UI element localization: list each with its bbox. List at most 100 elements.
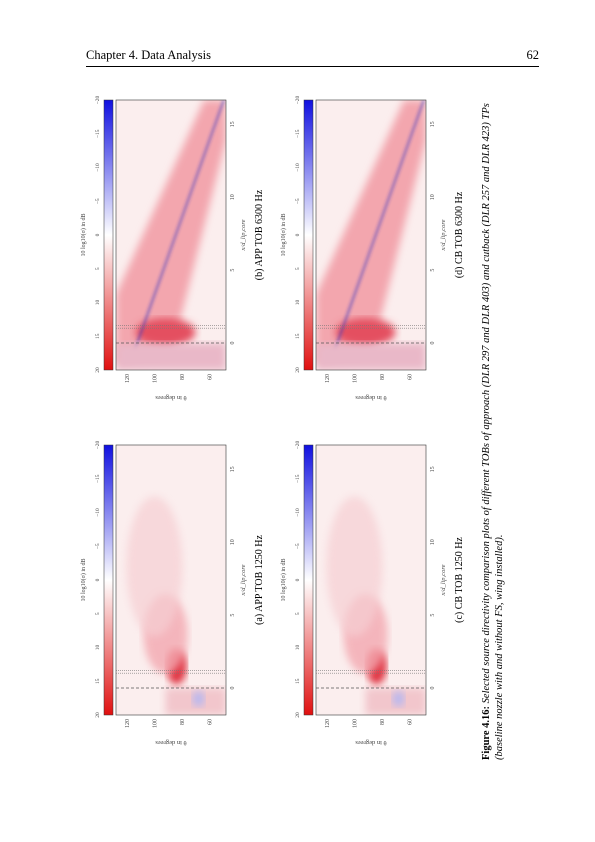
red-diagonal [316,100,426,365]
colorbar-label: 10 log10(σ) in dB [80,213,87,256]
panel-label: (b) APP TOB 6300 Hz [254,189,265,280]
colorbar [103,444,114,716]
colorbar-tick-label: 0 [95,233,101,236]
colorbar-tick-label: −20 [295,95,301,104]
colorbar-tick-label: −10 [295,508,301,517]
y-tick-label: 120 [125,719,131,728]
x-axis-label: x/d_lip,core [440,564,447,596]
plot-frame [315,444,427,716]
colorbar-tick-label: −15 [295,474,301,483]
colorbar [303,444,314,716]
y-tick-label: 100 [353,719,359,728]
colorbar-tick-label: −15 [295,129,301,138]
colorbar-tick-label: 20 [95,367,101,373]
y-tick-label: 100 [353,374,359,383]
y-tick-label: 120 [325,719,331,728]
x-tick-label: 5 [430,614,436,617]
colorbar-label: 10 log10(σ) in dB [280,558,287,601]
colorbar-tick-label: 15 [95,678,101,684]
colorbar-tick-label: 10 [295,300,301,306]
blue-streak [131,100,225,357]
colorbar-tick-label: 20 [295,712,301,718]
plot-frame [115,444,227,716]
red-diagonal [116,100,226,365]
y-tick-label: 80 [380,374,386,380]
plot-frame [115,99,227,371]
colorbar-tick-label: −5 [295,198,301,204]
page-number: 62 [526,48,540,62]
colorbar-tick-label: 5 [295,267,301,270]
y-tick-label: 120 [125,374,131,383]
colorbar-tick-label: −15 [95,129,101,138]
x-tick-label: 10 [230,539,236,545]
red-fade [126,496,183,637]
heatmap [316,445,426,715]
plot-frame [315,99,427,371]
x-tick-label: 5 [430,269,436,272]
heatmap [116,445,226,715]
colorbar-tick-label: 0 [295,233,301,236]
x-axis-label: x/d_lip,core [240,219,247,251]
y-tick-label: 80 [380,719,386,725]
x-tick-label: 10 [430,539,436,545]
colorbar-label: 10 log10(σ) in dB [80,558,87,601]
colorbar-tick-label: 20 [295,367,301,373]
x-tick-label: 15 [230,466,236,472]
running-header: Chapter 4. Data Analysis 62 [86,48,539,67]
figure-caption: Figure 4.16: Selected source directivity… [480,90,506,760]
colorbar-tick-label: 5 [95,267,101,270]
x-tick-label: 15 [230,121,236,127]
x-axis-label: x/d_lip,core [440,219,447,251]
noise-left [316,343,426,370]
caption-text: Selected source directivity comparison p… [481,103,505,760]
colorbar-tick-label: −20 [295,440,301,449]
y-tick-label: 100 [153,719,159,728]
panel: 10 log10(σ) in dB 20 15 10 5 0 −5 −10 −15 −20 0 5 10… [80,95,265,401]
blue-streak [331,100,425,357]
colorbar-tick-label: −15 [95,474,101,483]
x-tick-label: 15 [430,121,436,127]
colorbar-tick-label: 15 [295,333,301,339]
colorbar-tick-label: 15 [295,678,301,684]
colorbar-tick-label: −5 [295,543,301,549]
y-tick-label: 80 [180,374,186,380]
blue-spot [392,690,405,707]
red-fade [326,496,383,637]
colorbar-tick-label: 5 [95,612,101,615]
panel-label: (d) CB TOB 6300 Hz [454,191,465,278]
y-axis-label: θ in degrees [355,394,387,401]
colorbar-label: 10 log10(σ) in dB [280,213,287,256]
chapter-title: Chapter 4. Data Analysis [86,48,211,62]
colorbar-tick-label: −10 [95,508,101,517]
x-tick-label: 5 [230,614,236,617]
heatmap [116,100,226,370]
y-axis-label: θ in degrees [355,739,387,746]
colorbar-tick-label: 5 [295,612,301,615]
colorbar-tick-label: −5 [95,198,101,204]
colorbar-tick-label: 10 [95,645,101,651]
figure-panels: 10 log10(σ) in dB 20 15 10 5 0 −5 −10 −15 −20 0 5 10… [80,95,465,746]
noise-left [116,343,226,370]
panel: 10 log10(σ) in dB 20 15 10 5 0 −5 −10 −15 −20 0 5 10… [280,440,465,746]
panel: 10 log10(σ) in dB 20 15 10 5 0 −5 −10 −15 −20 0 5 10… [280,95,465,401]
y-tick-label: 60 [408,719,414,725]
x-tick-label: 15 [430,466,436,472]
y-tick-label: 60 [408,374,414,380]
caption-label: Figure 4.16: [481,705,492,760]
colorbar [103,99,114,371]
x-axis-label: x/d_lip,core [240,564,247,596]
x-tick-label: 0 [230,342,236,345]
x-tick-label: 5 [230,269,236,272]
panel-label: (a) APP TOB 1250 Hz [254,535,265,625]
colorbar-tick-label: 15 [95,333,101,339]
heatmap [316,100,426,370]
y-axis-label: θ in degrees [155,394,187,401]
colorbar-tick-label: −20 [95,95,101,104]
x-tick-label: 10 [430,194,436,200]
colorbar-tick-label: −10 [95,163,101,172]
colorbar-tick-label: 10 [295,645,301,651]
colorbar-tick-label: 0 [95,578,101,581]
y-tick-label: 60 [208,719,214,725]
panel: 10 log10(σ) in dB 20 15 10 5 0 −5 −10 −15 −20 0 5 10… [80,440,265,746]
